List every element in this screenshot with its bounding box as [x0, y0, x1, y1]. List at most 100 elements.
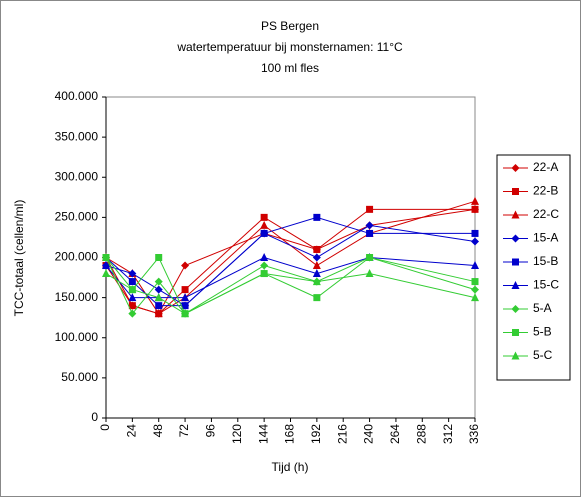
- marker: [260, 269, 269, 278]
- marker: [365, 221, 374, 230]
- marker: [312, 261, 321, 270]
- chart-subtitle: 100 ml fles: [261, 61, 319, 75]
- x-tick-label: 336: [467, 424, 481, 444]
- marker: [366, 205, 374, 213]
- y-tick-label: 50.000: [61, 370, 98, 384]
- legend-label: 5-C: [533, 348, 553, 362]
- legend-label: 5-B: [533, 325, 552, 339]
- marker: [102, 254, 110, 261]
- marker: [181, 309, 190, 318]
- marker: [313, 213, 321, 221]
- legend-marker: [511, 234, 520, 243]
- legend-marker: [512, 258, 519, 266]
- legend-label: 22-C: [533, 207, 559, 221]
- x-tick-label: 192: [309, 424, 323, 444]
- legend-box: [496, 154, 571, 381]
- x-tick-label: 288: [414, 424, 428, 444]
- marker: [471, 293, 479, 302]
- marker: [260, 261, 269, 270]
- series-line: [105, 200, 476, 315]
- x-tick-label: 312: [441, 424, 455, 444]
- marker: [260, 229, 268, 237]
- marker: [365, 269, 374, 278]
- marker: [366, 229, 374, 237]
- marker: [128, 269, 137, 278]
- y-tick-label: 200.000: [55, 250, 99, 264]
- x-tick-label: 168: [283, 424, 297, 444]
- legend-marker: [511, 164, 520, 172]
- marker: [154, 293, 163, 302]
- marker: [471, 285, 479, 294]
- x-tick-label: 144: [256, 424, 270, 444]
- marker: [128, 293, 137, 302]
- marker: [471, 237, 479, 246]
- legend-label: 15-C: [533, 278, 559, 292]
- marker: [181, 302, 189, 310]
- y-tick-label: 400.000: [55, 89, 99, 103]
- x-tick-label: 240: [362, 424, 376, 444]
- series-line: [105, 216, 475, 307]
- legend-label: 22-A: [533, 160, 558, 174]
- marker: [366, 254, 374, 261]
- marker: [312, 269, 321, 278]
- y-tick-label: 100.000: [55, 330, 99, 344]
- marker: [312, 253, 321, 262]
- x-tick-label: 96: [204, 424, 218, 438]
- series-line: [105, 256, 476, 299]
- legend-label: 15-B: [533, 254, 558, 268]
- x-tick-label: 72: [177, 424, 191, 438]
- y-tick-label: 350.000: [55, 129, 99, 143]
- legend-marker: [511, 351, 520, 360]
- marker: [181, 293, 190, 302]
- plot-area: [105, 96, 476, 419]
- marker: [128, 302, 136, 310]
- legend-marker: [511, 305, 520, 313]
- chart-subtitle: watertemperatuur bij monsternamen: 11°C: [176, 40, 403, 54]
- marker: [181, 261, 190, 270]
- legend-marker: [511, 281, 520, 289]
- y-tick-label: 150.000: [55, 290, 99, 304]
- y-tick-label: 250.000: [55, 210, 99, 224]
- series-line: [105, 208, 475, 315]
- x-tick-label: 0: [98, 424, 112, 431]
- marker: [181, 286, 189, 294]
- marker: [471, 261, 479, 270]
- y-tick-label: 300.000: [55, 169, 99, 183]
- x-tick-label: 216: [335, 424, 349, 444]
- marker: [155, 254, 163, 261]
- series-line: [105, 256, 476, 315]
- x-axis-label: Tijd (h): [272, 460, 309, 474]
- chart-title: PS Bergen: [261, 19, 319, 33]
- marker: [128, 309, 137, 318]
- marker: [102, 261, 110, 270]
- x-tick-label: 264: [388, 424, 402, 444]
- x-tick-label: 48: [151, 424, 165, 438]
- marker: [260, 213, 268, 221]
- marker: [155, 302, 163, 310]
- marker: [154, 277, 163, 286]
- legend-label: 15-A: [533, 231, 558, 245]
- y-tick-label: 0: [91, 410, 98, 424]
- legend-label: 5-A: [533, 301, 552, 315]
- series-line: [105, 273, 476, 315]
- marker: [313, 294, 321, 302]
- marker: [471, 229, 479, 237]
- x-tick-label: 120: [230, 424, 244, 444]
- legend-marker: [512, 188, 519, 195]
- marker: [471, 205, 479, 213]
- marker: [260, 253, 269, 261]
- y-axis-label: TCC-totaal (cellen/ml): [12, 200, 26, 317]
- legend-label: 22-B: [533, 184, 558, 198]
- marker: [313, 245, 321, 253]
- marker: [312, 277, 321, 286]
- marker: [154, 309, 163, 318]
- x-tick-label: 24: [125, 424, 139, 438]
- marker: [471, 278, 479, 286]
- legend-marker: [512, 329, 519, 336]
- legend-marker: [511, 210, 520, 219]
- marker: [128, 278, 136, 286]
- marker: [102, 269, 110, 278]
- marker: [260, 220, 269, 229]
- marker: [128, 285, 137, 294]
